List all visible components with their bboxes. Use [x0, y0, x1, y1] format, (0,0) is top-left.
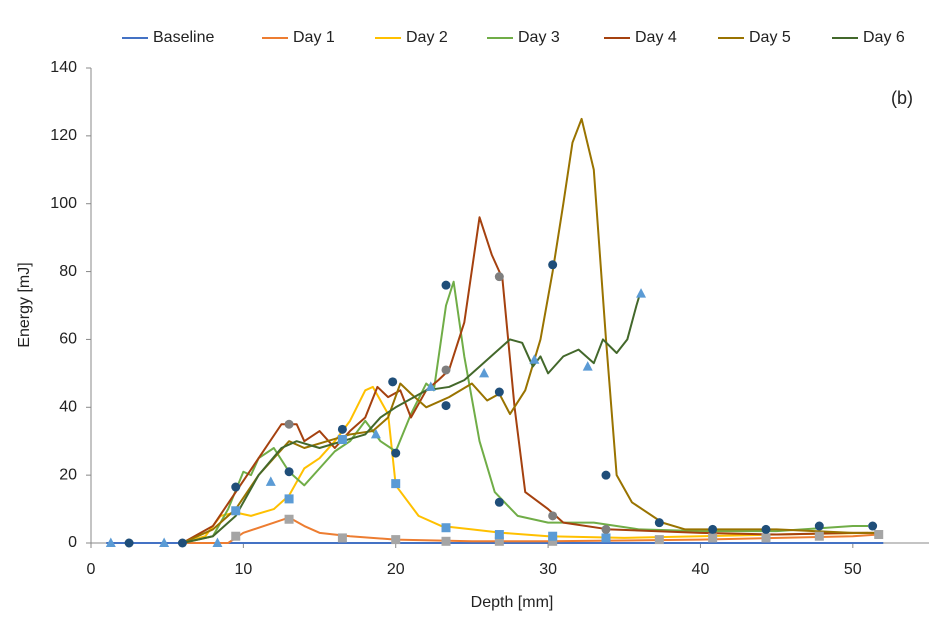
legend-label: Day 4 — [635, 29, 677, 46]
x-tick-label: 40 — [692, 561, 710, 578]
marker — [548, 511, 558, 521]
marker — [284, 494, 294, 504]
marker — [284, 514, 294, 524]
marker — [494, 536, 504, 546]
marker — [494, 497, 504, 507]
marker — [548, 536, 558, 546]
marker — [425, 381, 436, 391]
x-tick-label: 50 — [844, 561, 862, 578]
marker — [370, 428, 381, 439]
legend-label: Day 1 — [293, 29, 335, 46]
marker — [231, 506, 241, 516]
marker — [761, 524, 771, 534]
marker — [654, 535, 664, 545]
marker — [441, 523, 451, 533]
marker — [761, 533, 771, 543]
marker — [494, 272, 504, 282]
marker — [159, 537, 170, 547]
panel-label: (b) — [891, 88, 913, 108]
marker — [708, 524, 718, 534]
marker — [654, 518, 664, 528]
legend-label: Day 2 — [406, 29, 448, 46]
marker — [212, 537, 223, 547]
marker — [391, 535, 401, 545]
x-tick-label: 30 — [539, 561, 557, 578]
marker — [494, 387, 504, 397]
marker — [441, 280, 451, 290]
marker — [708, 533, 718, 543]
legend-label: Day 6 — [863, 29, 905, 46]
marker — [494, 530, 504, 540]
y-tick-label: 120 — [50, 127, 77, 144]
marker — [441, 401, 451, 411]
marker — [391, 479, 401, 489]
marker — [105, 537, 116, 547]
marker — [529, 354, 540, 364]
series-line — [182, 385, 869, 544]
marker — [284, 467, 294, 477]
marker — [391, 448, 401, 458]
marker — [337, 533, 347, 543]
x-tick-label: 10 — [234, 561, 252, 578]
legend-label: Day 3 — [518, 29, 560, 46]
marker — [124, 538, 134, 548]
y-tick-label: 0 — [68, 534, 77, 551]
marker — [231, 482, 241, 492]
marker — [582, 361, 593, 371]
y-tick-label: 100 — [50, 195, 77, 212]
marker — [548, 531, 558, 541]
y-tick-label: 140 — [50, 59, 77, 76]
y-tick-label: 20 — [59, 466, 77, 483]
y-tick-label: 40 — [59, 399, 77, 416]
legend-label: Day 5 — [749, 29, 791, 46]
x-axis-title: Depth [mm] — [471, 594, 554, 611]
marker — [337, 424, 347, 434]
marker — [601, 470, 611, 480]
legend-label: Baseline — [153, 29, 214, 46]
marker — [337, 435, 347, 445]
marker — [601, 533, 611, 543]
marker — [231, 531, 241, 541]
marker — [265, 476, 276, 486]
y-tick-label: 60 — [59, 331, 77, 348]
marker — [441, 365, 451, 375]
marker — [177, 538, 187, 548]
series-line — [182, 295, 641, 544]
marker — [479, 367, 490, 378]
marker — [868, 521, 878, 531]
marker — [814, 521, 824, 531]
marker — [636, 288, 647, 298]
marker — [601, 524, 611, 534]
marker — [388, 377, 398, 387]
x-tick-label: 20 — [387, 561, 405, 578]
y-tick-label: 80 — [59, 263, 77, 280]
series-line — [182, 280, 869, 544]
y-axis-title: Energy [mJ] — [16, 262, 33, 347]
marker — [284, 419, 294, 429]
series-line — [182, 117, 876, 544]
x-tick-label: 0 — [87, 561, 96, 578]
series-line — [182, 516, 879, 544]
marker — [441, 536, 451, 546]
marker — [548, 260, 558, 270]
marker — [874, 530, 884, 540]
marker — [814, 531, 824, 541]
